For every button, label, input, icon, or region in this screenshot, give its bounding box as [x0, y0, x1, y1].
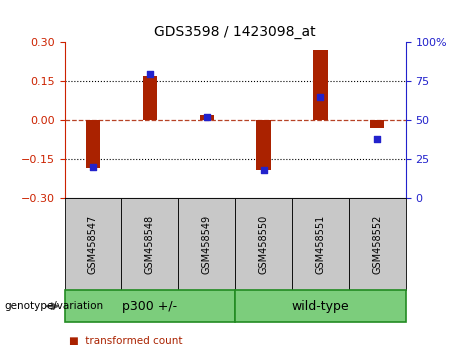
Text: GSM458549: GSM458549: [201, 215, 212, 274]
Bar: [86, 120, 100, 167]
Text: genotype/variation: genotype/variation: [5, 301, 104, 311]
Text: GSM458552: GSM458552: [372, 215, 382, 274]
Bar: [313, 50, 327, 120]
Bar: [143, 76, 157, 120]
Text: GSM458547: GSM458547: [88, 215, 98, 274]
Text: GSM458551: GSM458551: [315, 215, 325, 274]
Text: GSM458550: GSM458550: [259, 215, 269, 274]
Bar: [256, 120, 271, 171]
Title: GDS3598 / 1423098_at: GDS3598 / 1423098_at: [154, 25, 316, 39]
Text: ■  transformed count: ■ transformed count: [69, 336, 183, 346]
Text: wild-type: wild-type: [292, 300, 349, 313]
Point: [203, 114, 210, 120]
Text: GSM458548: GSM458548: [145, 215, 155, 274]
Point: [317, 94, 324, 100]
Point: [260, 167, 267, 173]
Text: p300 +/-: p300 +/-: [122, 300, 177, 313]
Bar: [370, 120, 384, 128]
Point: [373, 136, 381, 142]
Point: [89, 164, 97, 170]
Point: [146, 71, 154, 76]
Bar: [200, 115, 214, 120]
